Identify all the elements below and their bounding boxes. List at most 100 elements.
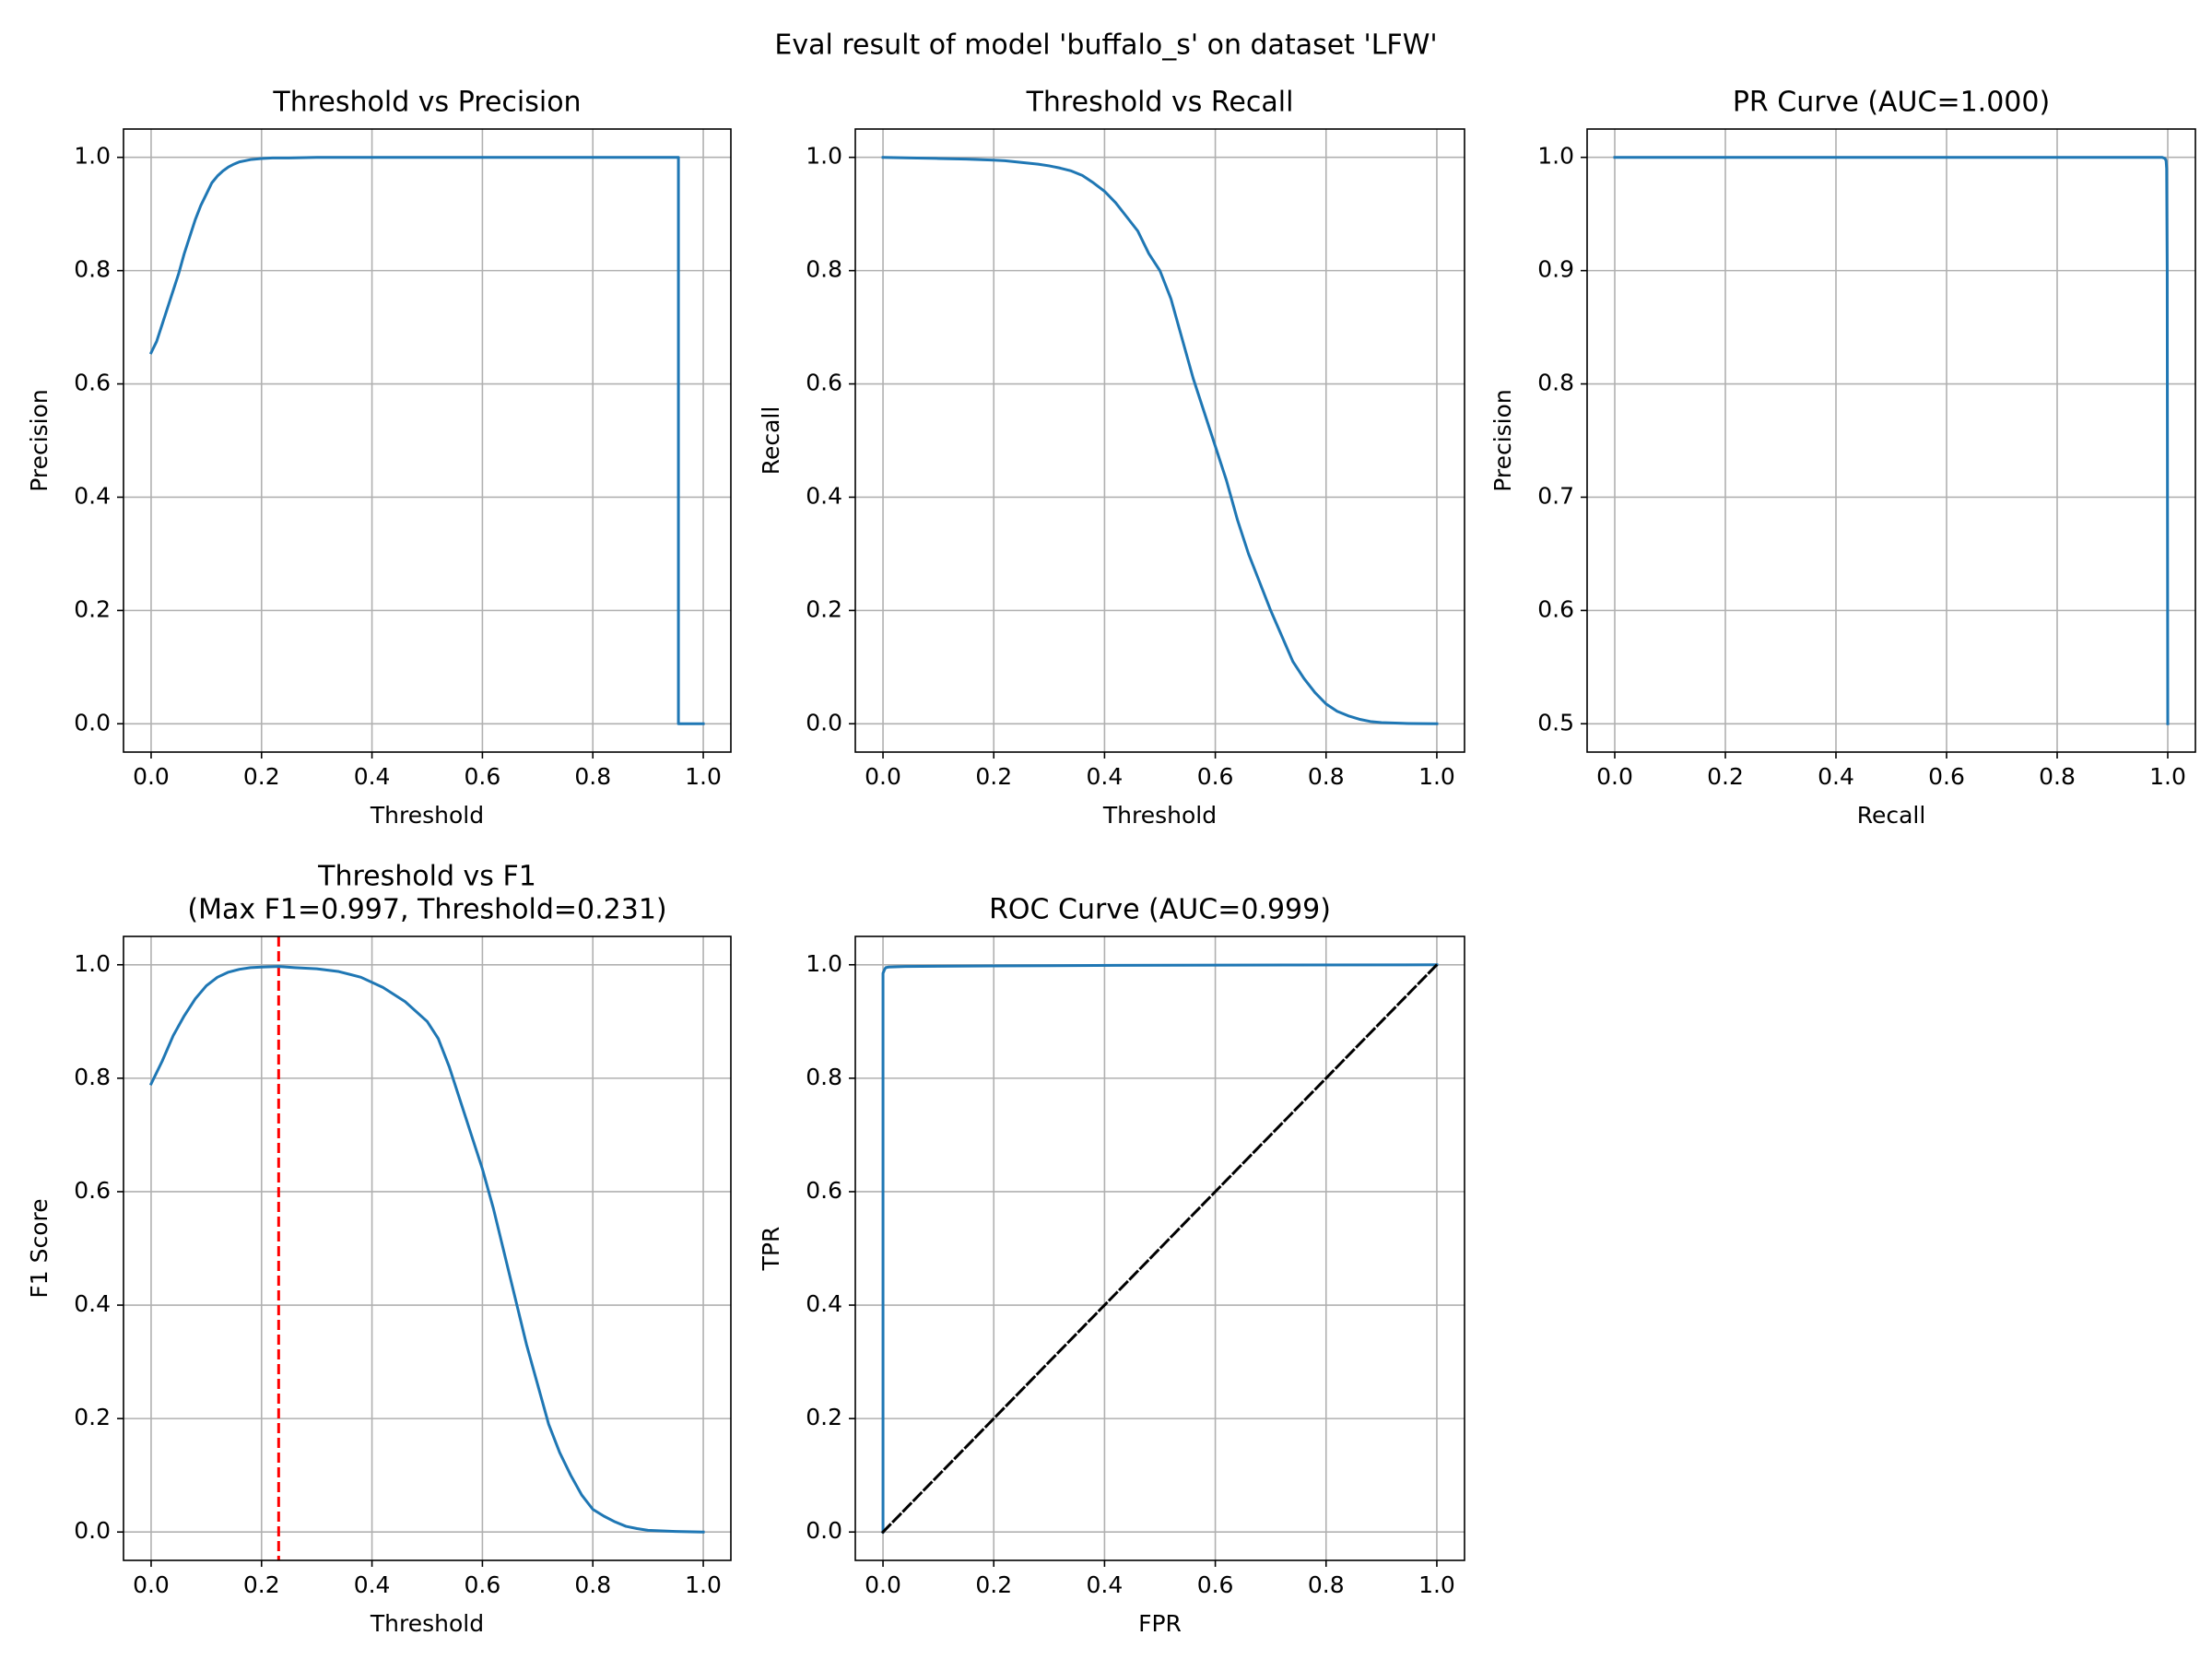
x-tick-label: 0.8 <box>1308 1571 1345 1598</box>
y-tick-label: 0.6 <box>806 1177 842 1204</box>
y-tick-label: 0.0 <box>806 709 842 735</box>
series-line <box>148 965 705 1534</box>
x-tick-label: 0.8 <box>574 1571 611 1598</box>
x-axis-label: Threshold <box>370 802 484 829</box>
chart-title: Threshold vs Precision <box>272 87 581 119</box>
x-tick-label: 0.8 <box>574 763 611 790</box>
x-tick-label: 0.2 <box>975 763 1012 790</box>
y-tick-label: 1.0 <box>1537 143 1574 170</box>
y-tick-label: 0.8 <box>806 256 842 283</box>
y-tick-label: 0.8 <box>806 1064 842 1090</box>
x-tick-label: 0.4 <box>354 763 391 790</box>
y-axis-label: Recall <box>758 406 784 476</box>
axes-frame <box>1586 128 2196 753</box>
x-tick-label: 0.2 <box>243 1571 280 1598</box>
y-tick-label: 0.0 <box>74 1517 111 1544</box>
subplot-5: 0.0 0.2 0.4 0.6 0.8 1.0 0.0 0.2 0.4 0.6 0.8 1.0 FPR T… <box>758 894 1465 1637</box>
y-tick-label: 0.6 <box>806 370 842 396</box>
y-tick-label: 0.4 <box>74 482 111 509</box>
chart-title: Threshold vs Recall <box>1026 87 1294 119</box>
y-axis-label: Precision <box>1489 389 1516 492</box>
x-tick-label: 0.4 <box>354 1571 391 1598</box>
y-tick-label: 0.2 <box>74 595 111 622</box>
y-tick-label: 0.2 <box>806 1404 842 1430</box>
y-tick-label: 1.0 <box>74 950 111 977</box>
series-line <box>881 156 1439 725</box>
y-tick-label: 0.4 <box>806 1290 842 1317</box>
data-layer <box>881 156 1439 725</box>
y-tick-label: 0.8 <box>74 1064 111 1090</box>
y-tick-label: 0.9 <box>1537 256 1574 283</box>
x-tick-label: 1.0 <box>1418 763 1455 790</box>
subplot-4: 0.0 0.2 0.4 0.6 0.8 1.0 0.0 0.2 0.4 0.6 0.8 1.0 Thre… <box>26 861 732 1637</box>
x-tick-label: 0.0 <box>133 1571 170 1598</box>
axes-frame <box>123 935 732 1561</box>
axes-frame <box>854 935 1465 1561</box>
x-axis-label: Threshold <box>370 1610 484 1637</box>
series-line <box>1613 156 2170 725</box>
data-layer <box>880 962 1440 1535</box>
x-tick-label: 0.2 <box>975 1571 1012 1598</box>
y-tick-label: 1.0 <box>74 143 111 170</box>
x-tick-label: 1.0 <box>685 763 722 790</box>
chart-title: Threshold vs F1 <box>317 861 536 893</box>
diagonal-reference-line <box>880 962 1440 1535</box>
data-layer <box>148 936 705 1560</box>
y-tick-label: 0.0 <box>74 709 111 735</box>
y-tick-label: 0.5 <box>1537 709 1574 735</box>
data-layer <box>1613 156 2170 725</box>
x-tick-label: 0.0 <box>1596 763 1633 790</box>
y-tick-label: 0.2 <box>74 1404 111 1430</box>
x-tick-label: 0.6 <box>465 763 501 790</box>
subplot-3: 0.0 0.2 0.4 0.6 0.8 1.0 0.5 0.6 0.7 0.8 0.9 1.0 Reca… <box>1489 87 2196 829</box>
y-tick-label: 0.2 <box>806 595 842 622</box>
chart-title: PR Curve (AUC=1.000) <box>1733 87 2050 119</box>
x-tick-label: 0.8 <box>2039 763 2076 790</box>
y-tick-label: 0.6 <box>74 370 111 396</box>
x-tick-label: 0.6 <box>1197 1571 1234 1598</box>
axes-frame <box>854 128 1465 753</box>
chart-subtitle: (Max F1=0.997, Threshold=0.231) <box>187 894 666 926</box>
y-axis-label: TPR <box>758 1227 784 1272</box>
x-tick-label: 0.6 <box>465 1571 501 1598</box>
x-tick-label: 0.4 <box>1087 1571 1124 1598</box>
x-axis-label: Threshold <box>1102 802 1217 829</box>
y-tick-label: 0.8 <box>74 256 111 283</box>
subplot-1: 0.0 0.2 0.4 0.6 0.8 1.0 0.0 0.2 0.4 0.6 0.8 1.0 Thre… <box>26 87 732 829</box>
x-tick-label: 0.0 <box>865 763 901 790</box>
x-tick-label: 0.6 <box>1197 763 1234 790</box>
series-line <box>148 156 705 725</box>
y-tick-label: 0.6 <box>74 1177 111 1204</box>
y-tick-label: 0.4 <box>806 482 842 509</box>
y-tick-label: 1.0 <box>806 950 842 977</box>
y-axis-label: Precision <box>26 389 53 492</box>
subplots: 0.0 0.2 0.4 0.6 0.8 1.0 0.0 0.2 0.4 0.6 0.8 1.0 Thre… <box>26 87 2196 1637</box>
x-axis-label: Recall <box>1857 802 1926 829</box>
subplot-2: 0.0 0.2 0.4 0.6 0.8 1.0 0.0 0.2 0.4 0.6 0.8 1.0 Thre… <box>758 87 1465 829</box>
x-tick-label: 0.4 <box>1087 763 1124 790</box>
data-layer <box>148 156 705 725</box>
series-line <box>881 963 1439 1534</box>
x-tick-label: 0.0 <box>133 763 170 790</box>
x-tick-label: 1.0 <box>685 1571 722 1598</box>
x-tick-label: 0.2 <box>1707 763 1744 790</box>
y-axis-label: F1 Score <box>26 1198 53 1298</box>
y-tick-label: 0.4 <box>74 1290 111 1317</box>
y-tick-label: 0.8 <box>1537 370 1574 396</box>
x-tick-label: 0.2 <box>243 763 280 790</box>
y-tick-label: 0.0 <box>806 1517 842 1544</box>
y-tick-label: 1.0 <box>806 143 842 170</box>
chart-title: ROC Curve (AUC=0.999) <box>989 894 1331 926</box>
axes-frame <box>123 128 732 753</box>
x-tick-label: 1.0 <box>1418 1571 1455 1598</box>
figure-suptitle: Eval result of model 'buffalo_s' on data… <box>774 29 1437 62</box>
x-axis-label: FPR <box>1138 1610 1182 1637</box>
y-tick-label: 0.7 <box>1537 482 1574 509</box>
x-tick-label: 0.4 <box>1818 763 1854 790</box>
y-tick-label: 0.6 <box>1537 595 1574 622</box>
x-tick-label: 0.8 <box>1308 763 1345 790</box>
x-tick-label: 1.0 <box>2149 763 2186 790</box>
x-tick-label: 0.0 <box>865 1571 901 1598</box>
x-tick-label: 0.6 <box>1928 763 1965 790</box>
